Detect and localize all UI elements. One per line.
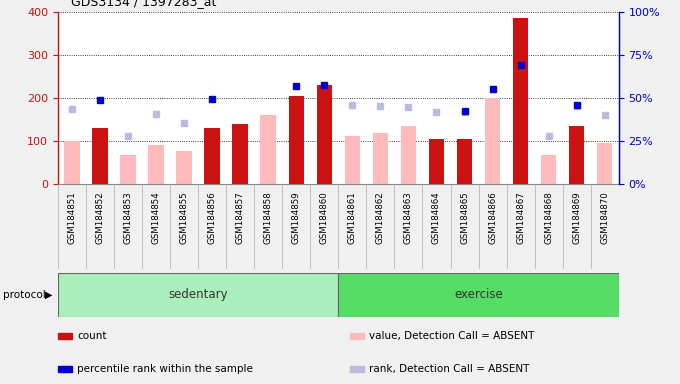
Text: GSM184861: GSM184861	[348, 191, 357, 244]
Text: protocol: protocol	[3, 290, 46, 300]
Bar	[485, 98, 500, 184]
Text: GSM184851: GSM184851	[67, 191, 76, 244]
Text: GSM184868: GSM184868	[544, 191, 553, 244]
Text: value, Detection Call = ABSENT: value, Detection Call = ABSENT	[369, 331, 534, 341]
Text: GSM184853: GSM184853	[124, 191, 133, 244]
Bar	[401, 126, 416, 184]
Bar	[92, 128, 107, 184]
Text: ▶: ▶	[45, 290, 52, 300]
Bar	[205, 128, 220, 184]
Bar	[541, 156, 556, 184]
Text: GSM184857: GSM184857	[236, 191, 245, 244]
Bar	[597, 143, 613, 184]
Text: percentile rank within the sample: percentile rank within the sample	[78, 364, 254, 374]
Bar	[58, 366, 72, 372]
Bar	[120, 154, 135, 184]
Bar	[148, 145, 164, 184]
Bar	[260, 115, 276, 184]
Bar	[350, 366, 364, 372]
Text: GSM184864: GSM184864	[432, 191, 441, 244]
Bar	[176, 151, 192, 184]
Text: GSM184858: GSM184858	[264, 191, 273, 244]
Bar	[233, 124, 248, 184]
Text: sedentary: sedentary	[168, 288, 228, 301]
Bar	[58, 273, 339, 317]
Text: GSM184860: GSM184860	[320, 191, 328, 244]
Text: rank, Detection Call = ABSENT: rank, Detection Call = ABSENT	[369, 364, 530, 374]
Text: GSM184869: GSM184869	[573, 191, 581, 244]
Bar	[350, 333, 364, 339]
Text: GSM184852: GSM184852	[95, 191, 104, 244]
Text: GSM184866: GSM184866	[488, 191, 497, 244]
Text: GSM184855: GSM184855	[180, 191, 188, 244]
Text: GSM184870: GSM184870	[600, 191, 609, 244]
Bar	[64, 141, 80, 184]
Bar	[569, 126, 584, 184]
Bar	[317, 85, 332, 184]
Text: GSM184865: GSM184865	[460, 191, 469, 244]
Bar	[339, 273, 619, 317]
Bar	[288, 96, 304, 184]
Text: GSM184854: GSM184854	[152, 191, 160, 244]
Text: GSM184863: GSM184863	[404, 191, 413, 244]
Text: GSM184856: GSM184856	[207, 191, 216, 244]
Bar	[429, 139, 444, 184]
Text: GSM184867: GSM184867	[516, 191, 525, 244]
Bar	[345, 136, 360, 184]
Bar	[373, 133, 388, 184]
Text: exercise: exercise	[454, 288, 503, 301]
Text: GSM184859: GSM184859	[292, 191, 301, 244]
Text: GSM184862: GSM184862	[376, 191, 385, 244]
Bar	[457, 139, 472, 184]
Text: count: count	[78, 331, 107, 341]
Bar	[58, 333, 72, 339]
Text: GDS3134 / 1397283_at: GDS3134 / 1397283_at	[71, 0, 217, 8]
Bar	[513, 18, 528, 184]
